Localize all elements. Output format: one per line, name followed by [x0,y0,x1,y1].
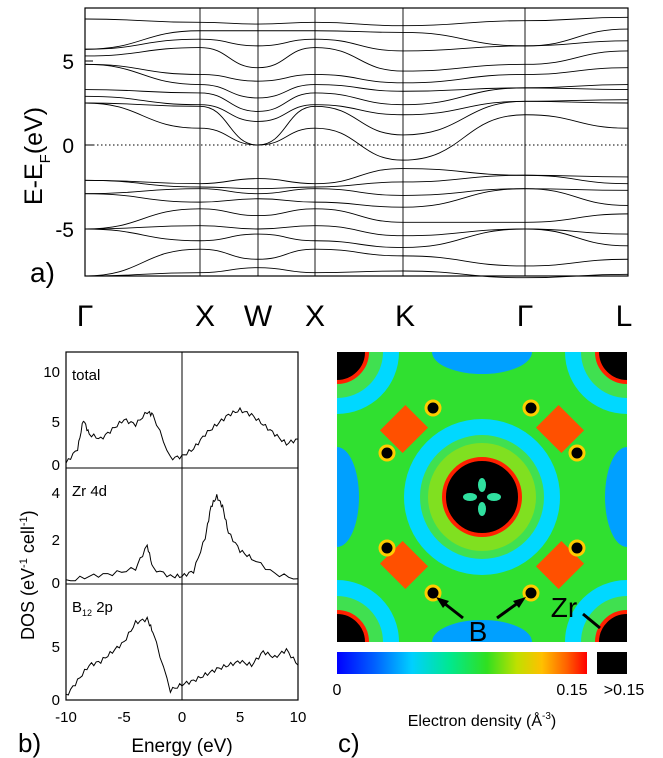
panel-a-label: a) [30,257,55,288]
band-line [84,228,629,248]
band-line [84,248,629,277]
dos-series-label: B12 2p [72,599,113,618]
band-plot-frame [84,7,629,277]
ytick-label: -5 [55,219,74,242]
dos-ytick: 0 [52,575,60,592]
band-line [84,63,629,84]
zr-inner-lobe [463,493,477,501]
dos-series-label: Zr 4d [72,483,107,500]
b-atoms [378,399,586,602]
kpoint-label-w: W [244,300,273,333]
b-atom [522,584,540,602]
band-line [84,95,629,122]
kpoint-label-l: L [616,300,633,333]
b-arrow-head [513,597,526,608]
dos-curves [65,406,299,696]
b-bond-region [535,404,585,454]
kpoint-labels: Γ X W X K Γ L [77,300,633,333]
dos-ytick: 2 [52,532,60,549]
panel-c-label: c) [338,728,360,758]
b-annotation: B [469,616,488,647]
dos-ytick: 0 [52,457,60,474]
band-line [84,16,629,27]
dos-xtick: -10 [55,709,77,726]
zr-arrow [582,612,601,630]
zr-atoms [337,352,627,642]
dos-ytick: 5 [52,639,60,656]
dos-ytick: 4 [52,485,60,502]
band-line [84,28,629,50]
band-line [84,102,629,161]
b-atom [568,444,586,462]
dos-ytick: 0 [52,692,60,709]
band-line [84,47,629,72]
band-line [84,225,629,237]
dos-panel: total Zr 4d B12 2p 10 5 0 4 2 0 5 0 -10 … [18,351,307,758]
colorbar [337,652,587,674]
low-density-region [605,447,627,547]
kpoint-label-x: X [305,300,325,333]
band-line [84,168,629,185]
band-lines [84,16,629,279]
b-atom [424,584,442,602]
ytick-label: 5 [62,51,74,74]
colorbar-title: Electron density (Å-3) [408,711,557,730]
kpoint-lines [199,8,526,276]
ytick-label: 0 [62,135,74,158]
b-bond-region [379,404,429,454]
low-density-region [337,447,359,547]
colorbar-over-label: >0.15 [604,682,645,699]
dos-ytick: 5 [52,414,60,431]
dos-xtick: -5 [117,709,130,726]
dos-ytick: 10 [43,364,60,381]
dos-curve [65,615,299,696]
band-line [84,267,629,279]
density-map-panel: B Zr 0 0.15 >0.15 Electron density (Å-3)… [333,352,645,758]
zr-inner-lobe [478,478,486,492]
dos-xtick: 0 [178,709,186,726]
colorbar-max-label: 0.15 [556,682,587,699]
zr-atom [337,352,369,384]
colorbar-min-label: 0 [333,682,342,699]
zr-atom [337,610,369,642]
b-atom [424,399,442,417]
low-density-region [432,620,532,642]
band-line [84,188,629,196]
panel-b-label: b) [18,728,41,758]
zr-atom [595,610,627,642]
dos-series-label: total [72,367,100,384]
density-map [337,352,627,642]
band-line [84,63,629,99]
zr-inner-lobe [487,493,501,501]
band-line [84,87,629,112]
kpoint-label-gamma: Γ [517,300,534,333]
dos-y-axis-label: DOS (eV-1 cell-1) [18,510,38,640]
band-structure-panel: 5 0 -5 E-EF(eV) a) Γ X W X K Γ L [20,7,633,333]
low-density-region [432,352,532,374]
zr-inner-lobe [478,502,486,516]
dos-curve [65,494,299,582]
colorbar-over-swatch [597,652,627,674]
band-line [84,100,629,146]
zr-atom [595,352,627,384]
b-arrow-head [436,597,449,608]
kpoint-label-gamma: Γ [77,300,94,333]
zr-annotation: Zr [551,592,577,623]
dos-x-axis-label: Energy (eV) [131,736,232,757]
kpoint-label-x: X [195,300,215,333]
dos-xtick: 5 [236,709,244,726]
b-atom [378,539,396,557]
zr-atom [442,457,522,537]
band-y-axis-label: E-EF(eV) [20,107,54,205]
b-atom [568,539,586,557]
kpoint-label-k: K [395,300,415,333]
dos-curve [65,406,299,464]
b-atom [378,444,396,462]
band-line [84,208,629,230]
b-atom [522,399,540,417]
dos-xtick: 10 [290,709,307,726]
